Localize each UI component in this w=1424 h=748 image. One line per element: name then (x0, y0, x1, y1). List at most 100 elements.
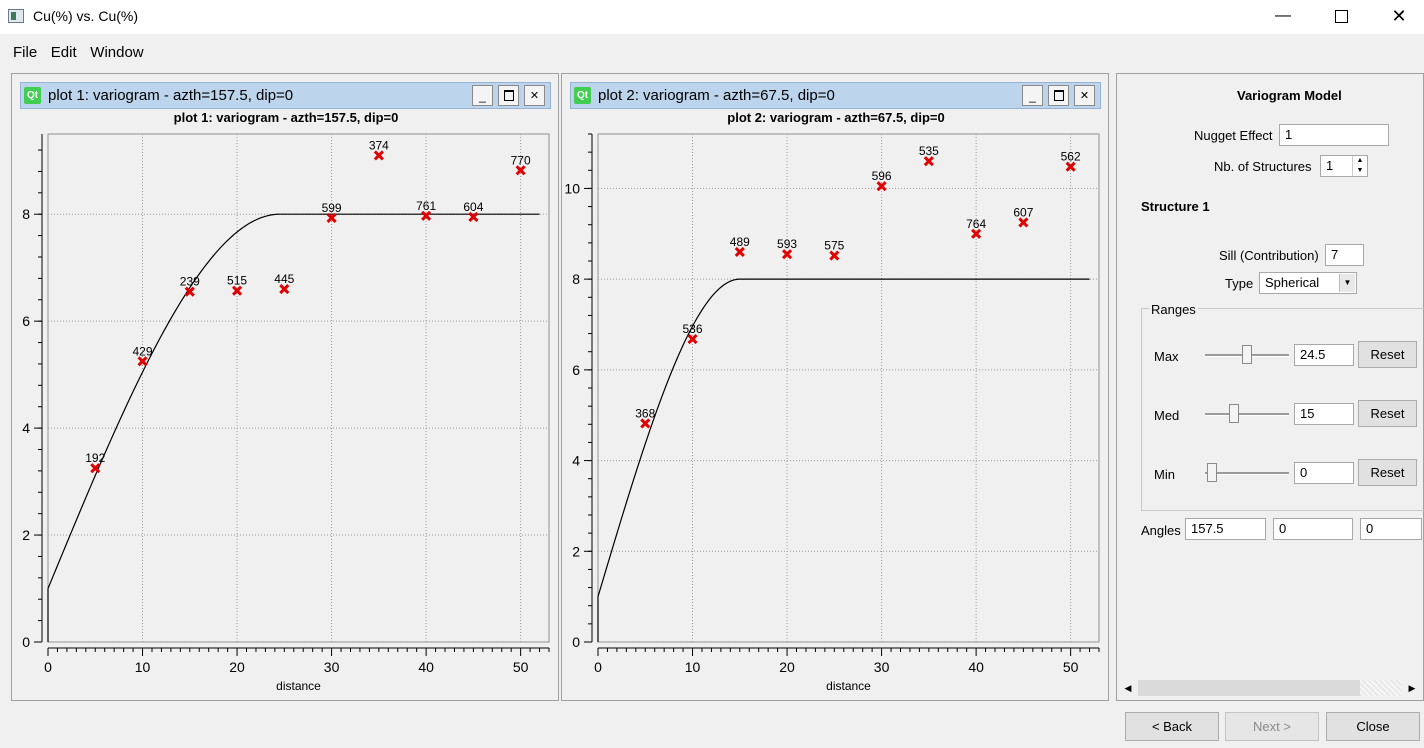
range-max-input[interactable]: 24.5 (1294, 344, 1354, 366)
plot2-point-0 (640, 418, 651, 429)
plot2-plot-frame (597, 133, 1100, 643)
scrollbar-track[interactable] (1360, 680, 1402, 696)
plot2-x-tick-label-2: 20 (779, 659, 795, 675)
plot2-x-label: distance (826, 679, 871, 693)
close-button[interactable]: Close (1326, 712, 1420, 741)
range-min-reset-button[interactable]: Reset (1358, 459, 1417, 486)
menu-edit[interactable]: Edit (50, 44, 77, 61)
plot2-point-label-7: 764 (966, 217, 986, 231)
angle-dip-input[interactable]: 0 (1273, 518, 1353, 540)
plot1-point-1 (137, 356, 148, 367)
plot2-close-icon[interactable]: ✕ (1074, 85, 1095, 106)
plot2-point-8 (1018, 217, 1029, 228)
plot2-maximize-icon[interactable] (1048, 85, 1069, 106)
range-med-label: Med (1154, 408, 1180, 423)
minimize-icon[interactable]: — (1275, 7, 1291, 24)
spin-arrows-icon[interactable]: ▲ ▼ (1352, 156, 1367, 176)
title-bar: Cu(%) vs. Cu(%) — ✕ (0, 0, 1424, 34)
plot1-y-tick-label-4: 8 (22, 206, 30, 222)
plot2-title: plot 2: variogram - azth=67.5, dip=0 (727, 110, 945, 125)
plot2-x-tick-label-5: 50 (1063, 659, 1079, 675)
plot1-x-tick-label-0: 0 (44, 659, 52, 675)
next-button[interactable]: Next > (1225, 712, 1319, 741)
plot2-point-label-5: 596 (872, 169, 892, 183)
plot1-point-6 (373, 150, 384, 161)
sill-input[interactable]: 7 (1325, 244, 1364, 266)
plot1-x-label: distance (276, 679, 321, 693)
plot2-y-tick-label-2: 4 (572, 453, 580, 469)
nugget-label: Nugget Effect (1194, 128, 1273, 143)
plot2-y-tick-label-4: 8 (572, 271, 580, 287)
range-min-slider-handle[interactable] (1207, 463, 1217, 482)
plot1-point-label-9: 770 (511, 153, 531, 167)
plot2-point-label-3: 593 (777, 237, 797, 251)
plot2-window-title: plot 2: variogram - azth=67.5, dip=0 (598, 87, 835, 104)
plot2-window: Qt plot 2: variogram - azth=67.5, dip=0 … (561, 73, 1109, 701)
plot1-close-icon[interactable]: ✕ (524, 85, 545, 106)
close-icon[interactable]: ✕ (1391, 5, 1407, 26)
plot1-point-label-8: 604 (463, 200, 483, 214)
plot2-point-7 (971, 228, 982, 239)
plot2-point-9 (1065, 161, 1076, 172)
panel-horizontal-scrollbar[interactable]: ◀ ▶ (1120, 679, 1420, 697)
plot1-point-9 (515, 165, 526, 176)
range-min-slider[interactable] (1205, 472, 1289, 475)
chevron-down-icon[interactable]: ▼ (1339, 274, 1355, 292)
structure-heading: Structure 1 (1141, 199, 1210, 214)
range-med-input[interactable]: 15 (1294, 403, 1354, 425)
range-max-label: Max (1154, 349, 1179, 364)
plot1-titlebar[interactable]: Qt plot 1: variogram - azth=157.5, dip=0… (20, 82, 551, 109)
scrollbar-thumb[interactable] (1138, 680, 1360, 696)
sill-label: Sill (Contribution) (1219, 248, 1319, 263)
plot1-point-8 (468, 211, 479, 222)
plot1-point-label-5: 599 (322, 201, 342, 215)
nugget-input[interactable]: 1 (1279, 124, 1389, 146)
app-icon (8, 9, 24, 23)
plot1-point-label-3: 515 (227, 274, 247, 288)
plot2-point-label-4: 575 (824, 239, 844, 253)
plot2-x-tick-label-1: 10 (685, 659, 701, 675)
angle-azimuth-input[interactable]: 157.5 (1185, 518, 1266, 540)
plot1-plot-frame (47, 133, 550, 643)
scroll-left-icon[interactable]: ◀ (1124, 683, 1132, 693)
range-med-slider[interactable] (1205, 413, 1289, 416)
plot2-point-6 (923, 156, 934, 167)
plot1-point-label-7: 761 (416, 199, 436, 213)
plot2-x-tick-label-3: 30 (874, 659, 890, 675)
angle-rake-input[interactable]: 0 (1360, 518, 1422, 540)
plot1-y-tick-label-3: 6 (22, 313, 30, 329)
type-select[interactable]: Spherical ▼ (1259, 272, 1357, 294)
nb-structures-label: Nb. of Structures (1214, 159, 1312, 174)
range-min-input[interactable]: 0 (1294, 462, 1354, 484)
nb-structures-value: 1 (1326, 158, 1334, 173)
plot1-title: plot 1: variogram - azth=157.5, dip=0 (173, 110, 399, 125)
range-max-slider-handle[interactable] (1242, 345, 1252, 364)
menu-window[interactable]: Window (90, 44, 144, 61)
plot1-minimize-icon[interactable]: _ (472, 85, 493, 106)
panel-heading: Variogram Model (1237, 88, 1342, 103)
range-max-reset-button[interactable]: Reset (1358, 341, 1417, 368)
plot2-point-label-6: 535 (919, 144, 939, 158)
menu-file[interactable]: File (13, 44, 38, 61)
plot1-window-title: plot 1: variogram - azth=157.5, dip=0 (48, 87, 294, 104)
plot2-minimize-icon[interactable]: _ (1022, 85, 1043, 106)
plot1-point-label-4: 445 (274, 272, 294, 286)
plot1-point-7 (421, 210, 432, 221)
scroll-right-icon[interactable]: ▶ (1408, 683, 1416, 693)
plot2-point-1 (687, 333, 698, 345)
plot1-point-0 (90, 463, 101, 474)
plot2-point-label-9: 562 (1061, 150, 1081, 164)
plot2-point-5 (876, 181, 887, 192)
range-min-label: Min (1154, 467, 1175, 482)
back-button[interactable]: < Back (1125, 712, 1219, 741)
range-med-reset-button[interactable]: Reset (1358, 400, 1417, 427)
plot2-titlebar[interactable]: Qt plot 2: variogram - azth=67.5, dip=0 … (570, 82, 1101, 109)
plot1-maximize-icon[interactable] (498, 85, 519, 106)
plot2-y-tick-label-0: 0 (572, 634, 580, 650)
plot2-y-tick-label-1: 2 (572, 543, 580, 559)
plot2-x-tick-label-4: 40 (968, 659, 984, 675)
nb-structures-spinbox[interactable]: 1 ▲ ▼ (1320, 155, 1368, 177)
maximize-icon[interactable] (1318, 0, 1364, 32)
plot1-x-tick-label-3: 30 (324, 659, 340, 675)
range-med-slider-handle[interactable] (1229, 404, 1239, 423)
